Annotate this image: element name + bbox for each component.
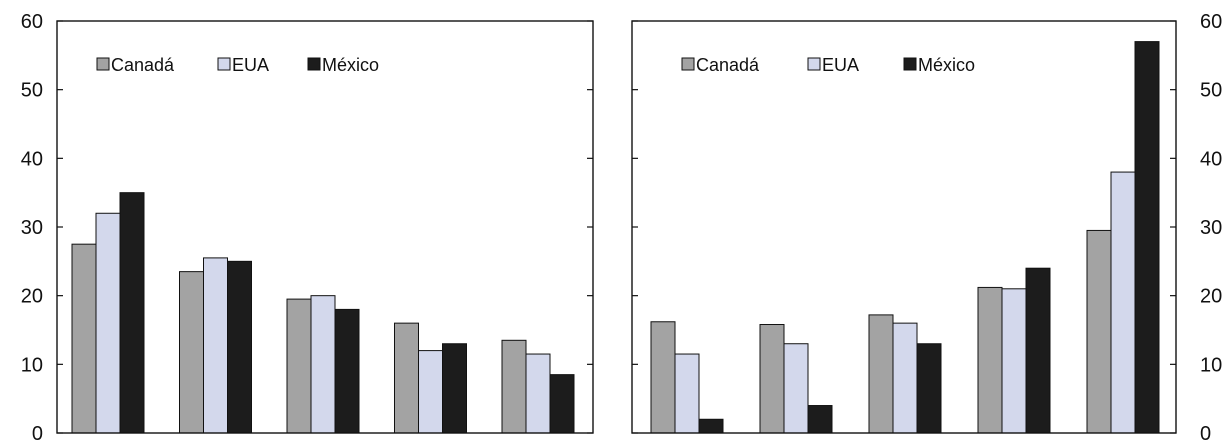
y-tick-label: 30 [1200, 217, 1222, 239]
y-tick-label: 60 [21, 11, 43, 33]
y-tick-label: 60 [1200, 11, 1222, 33]
legend-swatch-3 [903, 57, 917, 71]
legend-label-3: México [322, 55, 379, 75]
bar-eua-2 [783, 343, 809, 434]
legend-label-2: EUA [822, 55, 859, 75]
legend-swatch-1 [96, 57, 110, 71]
bar-mxico-4 [442, 343, 467, 434]
chart-panel-2: 0 10 20 30 40 50 60 Canadá EUA México [631, 11, 1222, 440]
bar-canad-1 [650, 321, 676, 434]
legend-swatch-2 [807, 57, 821, 71]
bar-canad-3 [868, 314, 894, 434]
legend-label-1: Canadá [111, 55, 175, 75]
y-tick-label: 20 [21, 286, 43, 308]
bar-eua-3 [892, 322, 918, 434]
bar-eua-1 [95, 212, 121, 434]
y-tick-label: 20 [1200, 286, 1222, 308]
bar-eua-5 [525, 353, 551, 434]
bar-canad-2 [179, 271, 204, 434]
bar-eua-4 [418, 350, 443, 434]
legend: Canadá EUA México [681, 55, 975, 75]
bar-eua-3 [310, 295, 336, 434]
y-tick-label: 0 [32, 423, 43, 440]
bar-canad-4 [977, 286, 1003, 434]
legend-swatch-2 [217, 57, 231, 71]
y-tick-label: 10 [21, 354, 43, 376]
y-tick-label: 50 [1200, 80, 1222, 102]
y-tick-label: 30 [21, 217, 43, 239]
bar-mxico-1 [698, 418, 724, 434]
bar-mxico-5 [1134, 41, 1160, 434]
chart-panel-1: 0 10 20 30 40 50 60 Canadá EUA México [21, 11, 594, 440]
legend-swatch-1 [681, 57, 695, 71]
legend-swatch-3 [307, 57, 321, 71]
bar-mxico-1 [119, 192, 145, 434]
bar-canad-5 [1086, 229, 1112, 434]
legend-label-2: EUA [232, 55, 269, 75]
bar-canad-5 [501, 339, 527, 434]
bar-mxico-5 [549, 374, 575, 434]
bar-canad-2 [759, 324, 785, 434]
y-tick-label: 40 [21, 148, 43, 170]
bar-mxico-2 [807, 405, 833, 434]
y-tick-label: 40 [1200, 148, 1222, 170]
bar-eua-5 [1110, 171, 1136, 434]
bar-eua-4 [1001, 288, 1027, 434]
bar-mxico-2 [227, 260, 252, 434]
bar-eua-2 [203, 257, 228, 434]
bar-mxico-4 [1025, 267, 1051, 434]
y-tick-label: 10 [1200, 354, 1222, 376]
y-tick-label: 50 [21, 80, 43, 102]
bar-mxico-3 [916, 343, 942, 434]
legend: Canadá EUA México [96, 55, 379, 75]
legend-label-1: Canadá [696, 55, 760, 75]
bar-mxico-3 [334, 308, 360, 434]
bar-canad-1 [71, 243, 97, 434]
legend-label-3: México [918, 55, 975, 75]
bar-canad-4 [394, 322, 419, 434]
bar-canad-3 [286, 298, 312, 434]
bar-eua-1 [674, 353, 700, 434]
y-tick-label: 0 [1200, 423, 1211, 440]
